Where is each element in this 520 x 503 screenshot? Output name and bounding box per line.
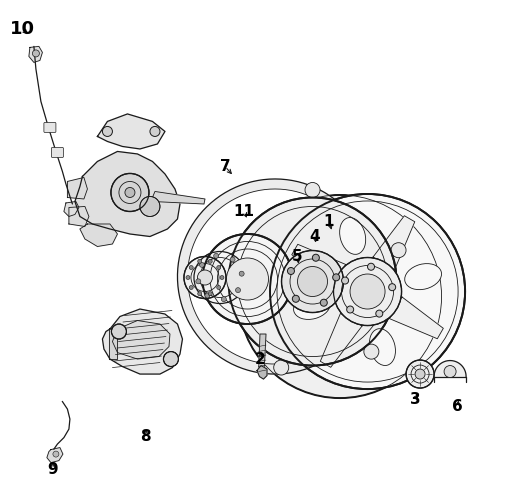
Text: 9: 9: [47, 462, 58, 477]
Circle shape: [297, 267, 328, 297]
Circle shape: [200, 263, 204, 268]
Polygon shape: [80, 224, 118, 246]
Circle shape: [406, 360, 434, 388]
Circle shape: [292, 295, 300, 302]
Polygon shape: [292, 244, 346, 286]
Circle shape: [184, 257, 226, 298]
Text: 6: 6: [452, 399, 463, 414]
Polygon shape: [320, 313, 362, 367]
Circle shape: [222, 297, 226, 302]
Circle shape: [140, 197, 160, 216]
Ellipse shape: [294, 293, 330, 319]
Circle shape: [281, 250, 344, 312]
Circle shape: [350, 274, 385, 309]
Polygon shape: [434, 361, 466, 377]
Circle shape: [320, 299, 327, 306]
Circle shape: [198, 260, 202, 264]
Circle shape: [215, 258, 230, 273]
Circle shape: [347, 306, 354, 313]
Circle shape: [198, 292, 202, 296]
Polygon shape: [112, 320, 170, 359]
Circle shape: [364, 344, 379, 359]
Circle shape: [186, 276, 190, 280]
Circle shape: [111, 174, 149, 211]
Circle shape: [236, 288, 241, 293]
Circle shape: [150, 126, 160, 136]
Polygon shape: [75, 151, 180, 236]
Circle shape: [189, 266, 193, 270]
Circle shape: [214, 254, 219, 259]
Polygon shape: [177, 179, 363, 374]
Text: 3: 3: [410, 391, 420, 406]
Circle shape: [217, 286, 220, 290]
Circle shape: [208, 260, 212, 264]
Circle shape: [198, 270, 213, 285]
Circle shape: [274, 360, 289, 375]
Circle shape: [102, 126, 112, 136]
Circle shape: [205, 293, 210, 298]
Circle shape: [388, 284, 396, 291]
Circle shape: [288, 268, 294, 275]
Circle shape: [189, 286, 193, 290]
Circle shape: [270, 194, 465, 389]
Circle shape: [230, 257, 235, 262]
Circle shape: [111, 324, 126, 339]
Circle shape: [228, 198, 397, 366]
Polygon shape: [152, 192, 205, 204]
Circle shape: [53, 451, 59, 457]
Text: 1: 1: [324, 214, 334, 229]
Text: 8: 8: [140, 429, 150, 444]
Polygon shape: [68, 178, 87, 199]
Text: 4: 4: [310, 229, 320, 244]
Polygon shape: [69, 206, 89, 226]
Circle shape: [415, 369, 425, 379]
Circle shape: [239, 271, 244, 276]
Circle shape: [342, 277, 348, 284]
Polygon shape: [257, 366, 267, 379]
Polygon shape: [102, 309, 183, 374]
Circle shape: [376, 310, 383, 317]
Circle shape: [333, 258, 401, 325]
Ellipse shape: [340, 217, 366, 255]
Circle shape: [333, 274, 340, 281]
Ellipse shape: [405, 264, 441, 290]
Circle shape: [444, 366, 456, 378]
Circle shape: [313, 254, 319, 261]
Circle shape: [32, 50, 40, 57]
Polygon shape: [64, 202, 79, 216]
Circle shape: [202, 234, 293, 324]
Circle shape: [227, 258, 268, 300]
Ellipse shape: [369, 328, 395, 366]
Circle shape: [196, 279, 201, 284]
Circle shape: [391, 243, 406, 258]
FancyBboxPatch shape: [44, 122, 56, 132]
Circle shape: [239, 195, 441, 398]
Text: 2: 2: [255, 352, 265, 367]
Circle shape: [163, 352, 178, 367]
Circle shape: [194, 252, 246, 303]
Polygon shape: [109, 327, 118, 359]
Circle shape: [368, 263, 374, 270]
FancyBboxPatch shape: [51, 147, 63, 157]
Polygon shape: [389, 297, 444, 339]
Circle shape: [305, 183, 320, 198]
Circle shape: [208, 292, 212, 296]
Circle shape: [217, 266, 220, 270]
Text: 7: 7: [219, 159, 230, 174]
Polygon shape: [258, 334, 266, 374]
Polygon shape: [97, 114, 165, 149]
Text: 5: 5: [292, 249, 303, 264]
Circle shape: [220, 276, 224, 280]
Polygon shape: [47, 448, 63, 463]
Text: 11: 11: [233, 204, 254, 219]
Text: 10: 10: [10, 20, 35, 38]
Polygon shape: [29, 46, 43, 62]
Circle shape: [125, 188, 135, 198]
Polygon shape: [373, 216, 415, 270]
